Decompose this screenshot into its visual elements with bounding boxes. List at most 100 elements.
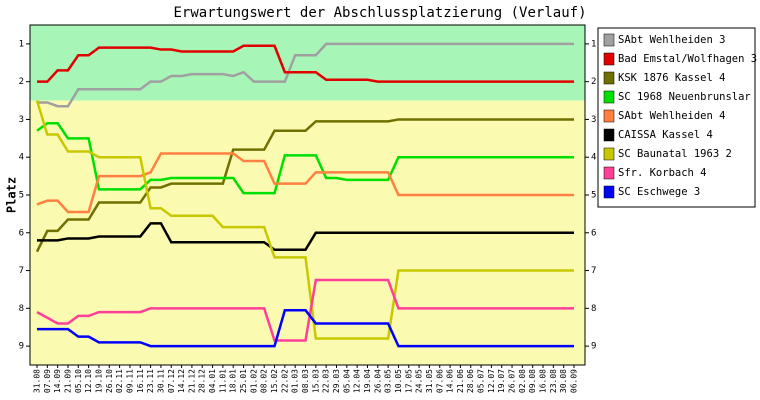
x-tick-label: 14.06 <box>446 369 455 393</box>
y-tick-label-right: 6 <box>591 228 596 238</box>
x-tick-label: 31.05 <box>425 369 434 393</box>
x-tick-label: 12.07 <box>487 369 496 393</box>
series-line <box>37 42 574 108</box>
x-tick-label: 08.02 <box>260 369 269 393</box>
x-tick-label: 23.11 <box>146 369 155 393</box>
x-tick-label: 30.08 <box>559 369 568 393</box>
x-tick-label: 03.05 <box>384 369 393 393</box>
legend-label: SC Eschwege 3 <box>618 186 700 198</box>
x-tick-label: 28.06 <box>466 369 475 393</box>
legend-label: Bad Emstal/Wolfhagen 3 <box>618 53 757 65</box>
legend-label: SC Baunatal 1963 2 <box>618 148 732 160</box>
x-tick-label: 22.02 <box>280 369 289 393</box>
x-tick-label: 29.03 <box>332 369 341 393</box>
x-tick-label: 07.12 <box>167 369 176 393</box>
y-tick-label: 5 <box>19 191 24 201</box>
y-tick-label: 1 <box>19 39 24 49</box>
series-line <box>35 100 574 340</box>
y-tick-label-right: 4 <box>591 153 596 163</box>
y-tick-label: 4 <box>19 153 24 163</box>
y-tick-label: 9 <box>19 342 24 352</box>
legend-swatch <box>603 71 615 85</box>
x-tick-label: 18.01 <box>229 369 238 393</box>
y-tick-label: 6 <box>19 228 24 238</box>
x-tick-label: 21.06 <box>456 369 465 393</box>
legend-swatch <box>603 147 615 161</box>
x-tick-label: 02.08 <box>518 369 527 393</box>
x-tick-label: 19.07 <box>497 369 506 393</box>
x-tick-label: 14.12 <box>177 369 186 393</box>
x-tick-label: 11.01 <box>218 369 227 393</box>
x-tick-label: 07.06 <box>435 369 444 393</box>
legend-label: CAISSA Kassel 4 <box>618 129 713 141</box>
plot-frame <box>29 24 586 366</box>
y-tick-label: 2 <box>19 77 24 87</box>
x-tick-label: 19.04 <box>363 369 372 393</box>
y-tick-label: 8 <box>19 304 24 314</box>
y-tick-label-right: 8 <box>591 304 596 314</box>
x-tick-label: 19.10 <box>94 369 103 393</box>
legend-box <box>597 27 756 208</box>
legend-label: KSK 1876 Kassel 4 <box>618 72 725 84</box>
x-tick-label: 05.07 <box>477 369 486 393</box>
x-tick-label: 02.11 <box>115 369 124 393</box>
y-tick-label-right: 5 <box>591 191 596 201</box>
x-tick-label: 12.10 <box>84 369 93 393</box>
legend-label: SAbt Wehlheiden 3 <box>618 34 725 46</box>
x-tick-label: 24.05 <box>415 369 424 393</box>
x-tick-label: 01.02 <box>249 369 258 393</box>
x-tick-label: 26.04 <box>373 369 382 393</box>
x-tick-label: 10.05 <box>394 369 403 393</box>
x-tick-label: 31.08 <box>33 369 42 393</box>
series-line <box>36 121 574 195</box>
x-tick-label: 07.09 <box>43 369 52 393</box>
x-tick-label: 16.08 <box>539 369 548 393</box>
y-tick-label-right: 2 <box>591 77 596 87</box>
legend-swatch <box>603 109 615 123</box>
x-tick-label: 15.03 <box>311 369 320 393</box>
x-tick-label: 26.07 <box>508 369 517 393</box>
series-line <box>35 118 574 253</box>
x-tick-label: 06.09 <box>570 369 579 393</box>
series-line <box>36 152 574 214</box>
x-tick-label: 15.02 <box>270 369 279 393</box>
legend-swatch <box>603 128 615 142</box>
x-tick-label: 09.08 <box>528 369 537 393</box>
x-tick-label: 08.03 <box>301 369 310 393</box>
x-tick-label: 22.03 <box>322 369 331 393</box>
series-line <box>37 308 574 348</box>
x-tick-label: 21.09 <box>63 369 72 393</box>
legend-label: SC 1968 Neuenbrunslar <box>618 91 751 103</box>
band <box>30 25 585 101</box>
legend-swatch <box>603 52 615 66</box>
x-tick-label: 21.12 <box>187 369 196 393</box>
x-tick-label: 01.03 <box>291 369 300 393</box>
y-tick-label-right: 7 <box>591 266 596 276</box>
series-line <box>37 222 574 252</box>
legend-label: SAbt Wehlheiden 4 <box>618 110 725 122</box>
legend-swatch <box>603 185 615 199</box>
x-tick-label: 28.12 <box>198 369 207 393</box>
y-axis-label: Platz <box>5 177 19 213</box>
x-tick-label: 09.11 <box>125 369 134 393</box>
y-tick-label-right: 1 <box>591 39 596 49</box>
chart-title: Erwartungswert der Abschlussplatzierung … <box>173 5 586 21</box>
x-tick-label: 30.11 <box>156 369 165 393</box>
series-line <box>37 44 574 83</box>
x-tick-label: 17.05 <box>404 369 413 393</box>
x-tick-label: 05.04 <box>342 369 351 393</box>
legend-swatch <box>603 166 615 180</box>
x-tick-label: 05.10 <box>74 369 83 393</box>
y-tick-label-right: 9 <box>591 342 596 352</box>
legend-swatch <box>603 33 615 47</box>
x-tick-label: 26.10 <box>105 369 114 393</box>
x-tick-label: 04.01 <box>208 369 217 393</box>
x-tick-label: 16.11 <box>136 369 145 393</box>
legend-label: Sfr. Korbach 4 <box>618 167 707 179</box>
x-tick-label: 14.09 <box>53 369 62 393</box>
y-tick-label-right: 3 <box>591 115 596 125</box>
legend-swatch <box>603 90 615 104</box>
y-tick-label: 7 <box>19 266 24 276</box>
